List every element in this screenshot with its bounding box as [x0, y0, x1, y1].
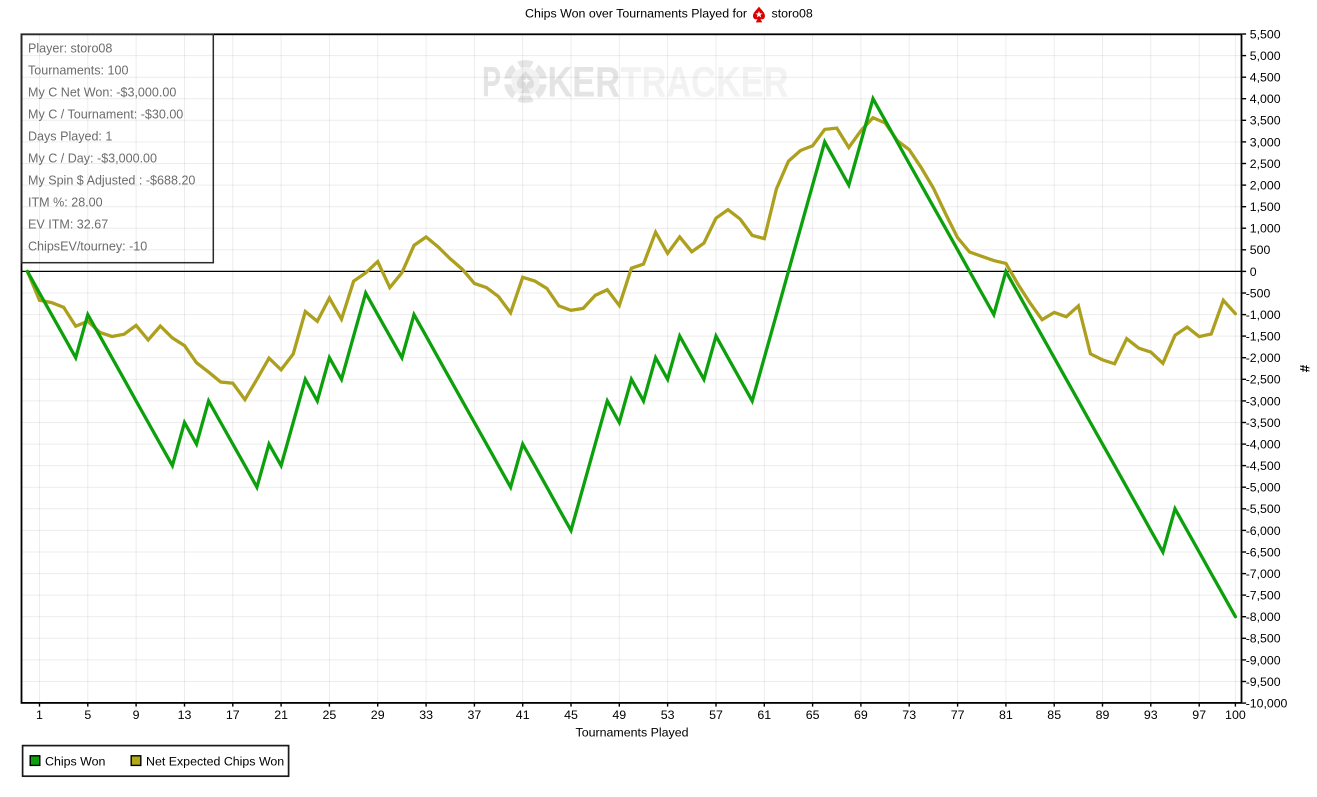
svg-text:89: 89 — [1096, 708, 1110, 722]
svg-text:77: 77 — [951, 708, 965, 722]
svg-text:-9,000: -9,000 — [1246, 653, 1281, 667]
svg-text:97: 97 — [1192, 708, 1206, 722]
svg-text:1,000: 1,000 — [1250, 222, 1281, 236]
svg-text:25: 25 — [323, 708, 337, 722]
svg-text:-9,500: -9,500 — [1246, 675, 1281, 689]
svg-text:53: 53 — [661, 708, 675, 722]
svg-text:Tournaments: 100: Tournaments: 100 — [28, 63, 128, 77]
svg-text:65: 65 — [806, 708, 820, 722]
svg-text:P: P — [482, 60, 501, 107]
svg-text:5,000: 5,000 — [1250, 49, 1281, 63]
svg-text:TRACKER: TRACKER — [621, 60, 789, 107]
svg-text:-5,000: -5,000 — [1246, 481, 1281, 495]
svg-text:21: 21 — [274, 708, 288, 722]
svg-text:3,500: 3,500 — [1250, 114, 1281, 128]
svg-text:Chips Won: Chips Won — [45, 754, 105, 768]
svg-text:-500: -500 — [1246, 286, 1271, 300]
svg-text:-7,000: -7,000 — [1246, 567, 1281, 581]
svg-text:-7,500: -7,500 — [1246, 589, 1281, 603]
svg-text:Days Played: 1: Days Played: 1 — [28, 129, 112, 143]
svg-text:9: 9 — [133, 708, 140, 722]
svg-text:-3,500: -3,500 — [1246, 416, 1281, 430]
svg-text:My C Net Won: -$3,000.00: My C Net Won: -$3,000.00 — [28, 85, 176, 99]
svg-text:-2,000: -2,000 — [1246, 351, 1281, 365]
svg-text:0: 0 — [1250, 265, 1257, 279]
svg-text:1,500: 1,500 — [1250, 200, 1281, 214]
svg-text:2,500: 2,500 — [1250, 157, 1281, 171]
svg-text:49: 49 — [612, 708, 626, 722]
svg-text:-8,500: -8,500 — [1246, 632, 1281, 646]
svg-text:-1,000: -1,000 — [1246, 308, 1281, 322]
svg-text:81: 81 — [999, 708, 1013, 722]
svg-text:-4,000: -4,000 — [1246, 438, 1281, 452]
svg-text:100: 100 — [1225, 708, 1246, 722]
svg-text:-3,000: -3,000 — [1246, 394, 1281, 408]
svg-text:-8,000: -8,000 — [1246, 610, 1281, 624]
svg-text:33: 33 — [419, 708, 433, 722]
svg-text:93: 93 — [1144, 708, 1158, 722]
svg-text:EV ITM: 32.67: EV ITM: 32.67 — [28, 217, 108, 231]
svg-text:My Spin $ Adjusted : -$688.20: My Spin $ Adjusted : -$688.20 — [28, 173, 195, 187]
svg-text:37: 37 — [468, 708, 482, 722]
svg-text:41: 41 — [516, 708, 530, 722]
svg-text:Chips Won over Tournaments Pla: Chips Won over Tournaments Played for — [525, 7, 747, 21]
svg-text:500: 500 — [1250, 243, 1271, 257]
svg-text:5: 5 — [84, 708, 91, 722]
svg-text:69: 69 — [854, 708, 868, 722]
svg-text:-10,000: -10,000 — [1246, 697, 1288, 711]
svg-text:-1,500: -1,500 — [1246, 330, 1281, 344]
svg-text:73: 73 — [902, 708, 916, 722]
svg-text:85: 85 — [1047, 708, 1061, 722]
svg-text:My C / Tournament: -$30.00: My C / Tournament: -$30.00 — [28, 107, 183, 121]
svg-text:Tournaments Played: Tournaments Played — [576, 726, 689, 740]
svg-text:-2,500: -2,500 — [1246, 373, 1281, 387]
svg-text:Player: storo08: Player: storo08 — [28, 41, 112, 55]
svg-text:-6,000: -6,000 — [1246, 524, 1281, 538]
svg-text:29: 29 — [371, 708, 385, 722]
svg-text:ChipsEV/tourney: -10: ChipsEV/tourney: -10 — [28, 239, 147, 253]
svg-text:Net Expected Chips Won: Net Expected Chips Won — [146, 754, 284, 768]
svg-text:-5,500: -5,500 — [1246, 502, 1281, 516]
svg-text:-6,500: -6,500 — [1246, 545, 1281, 559]
svg-text:17: 17 — [226, 708, 240, 722]
svg-text:4,500: 4,500 — [1250, 71, 1281, 85]
svg-text:45: 45 — [564, 708, 578, 722]
svg-text:13: 13 — [178, 708, 192, 722]
svg-text:storo08: storo08 — [772, 7, 813, 21]
svg-text:#: # — [1297, 365, 1312, 373]
svg-text:1: 1 — [36, 708, 43, 722]
svg-text:61: 61 — [757, 708, 771, 722]
svg-text:-4,500: -4,500 — [1246, 459, 1281, 473]
svg-text:3,000: 3,000 — [1250, 135, 1281, 149]
svg-text:2,000: 2,000 — [1250, 179, 1281, 193]
svg-text:57: 57 — [709, 708, 723, 722]
svg-text:My C / Day: -$3,000.00: My C / Day: -$3,000.00 — [28, 151, 157, 165]
svg-text:4,000: 4,000 — [1250, 92, 1281, 106]
svg-text:5,500: 5,500 — [1250, 27, 1281, 41]
svg-text:KER: KER — [548, 60, 621, 107]
svg-text:ITM %: 28.00: ITM %: 28.00 — [28, 195, 103, 209]
